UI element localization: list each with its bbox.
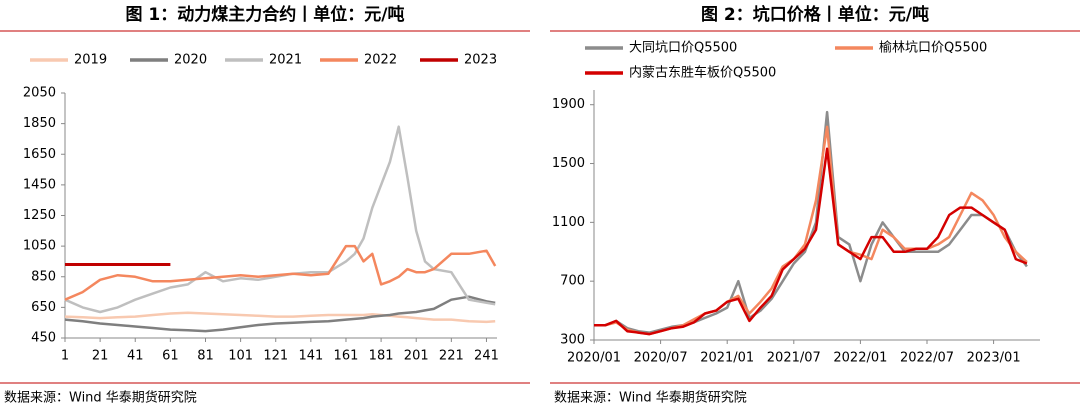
y-tick-label: 450 bbox=[31, 331, 56, 346]
x-tick-label: 141 bbox=[298, 349, 323, 364]
x-tick-label: 181 bbox=[369, 349, 394, 364]
y-tick-label: 850 bbox=[31, 269, 56, 284]
chart-title: 图 2：坑口价格丨单位：元/吨 bbox=[701, 4, 929, 25]
series-line bbox=[64, 311, 496, 324]
y-tick-label: 1450 bbox=[23, 177, 56, 192]
y-tick-label: 300 bbox=[560, 333, 585, 348]
y-tick-label: 2050 bbox=[23, 86, 56, 101]
x-tick-label: 2020/01 bbox=[567, 351, 621, 366]
legend-label: 2020 bbox=[174, 53, 207, 68]
y-tick-label: 1250 bbox=[23, 208, 56, 223]
legend-label: 2019 bbox=[74, 53, 107, 68]
y-tick-label: 1900 bbox=[552, 97, 585, 112]
x-tick-label: 221 bbox=[439, 349, 464, 364]
x-tick-label: 2023/01 bbox=[967, 351, 1021, 366]
x-tick-label: 2021/01 bbox=[700, 351, 754, 366]
legend-label: 2023 bbox=[464, 53, 497, 68]
x-tick-label: 241 bbox=[474, 349, 499, 364]
x-tick-label: 2022/01 bbox=[833, 351, 887, 366]
series-line bbox=[64, 244, 497, 301]
x-tick-label: 201 bbox=[404, 349, 429, 364]
x-tick-label: 121 bbox=[263, 349, 288, 364]
y-tick-label: 1050 bbox=[23, 239, 56, 254]
x-tick-label: 81 bbox=[197, 349, 214, 364]
x-tick-label: 41 bbox=[127, 349, 144, 364]
y-tick-label: 1500 bbox=[552, 156, 585, 171]
x-tick-label: 2022/07 bbox=[900, 351, 954, 366]
legend-label: 内蒙古东胜车板价Q5500 bbox=[629, 65, 776, 81]
y-tick-label: 700 bbox=[560, 274, 585, 289]
series-line bbox=[594, 147, 1028, 336]
x-tick-label: 1 bbox=[61, 349, 69, 364]
series-line bbox=[594, 125, 1028, 336]
x-tick-label: 101 bbox=[228, 349, 253, 364]
legend-label: 2022 bbox=[364, 53, 397, 68]
y-tick-label: 650 bbox=[31, 300, 56, 315]
y-tick-label: 1850 bbox=[23, 116, 56, 131]
y-tick-label: 1650 bbox=[23, 147, 56, 162]
x-tick-label: 2021/07 bbox=[767, 351, 821, 366]
y-tick-label: 1100 bbox=[552, 215, 585, 230]
series-line bbox=[64, 125, 496, 314]
source: 数据来源：Wind 华泰期货研究院 bbox=[554, 390, 747, 406]
x-tick-label: 21 bbox=[92, 349, 109, 364]
source: 数据来源：Wind 华泰期货研究院 bbox=[4, 390, 197, 406]
legend-label: 榆林坑口价Q5500 bbox=[879, 41, 987, 56]
x-tick-label: 161 bbox=[334, 349, 359, 364]
chart-title: 图 1：动力煤主力合约丨单位：元/吨 bbox=[126, 4, 405, 25]
legend-label: 2021 bbox=[269, 53, 302, 68]
x-tick-label: 2020/07 bbox=[634, 351, 688, 366]
x-tick-label: 61 bbox=[162, 349, 179, 364]
legend-label: 大同坑口价Q5500 bbox=[629, 41, 737, 56]
series-line bbox=[64, 295, 496, 333]
